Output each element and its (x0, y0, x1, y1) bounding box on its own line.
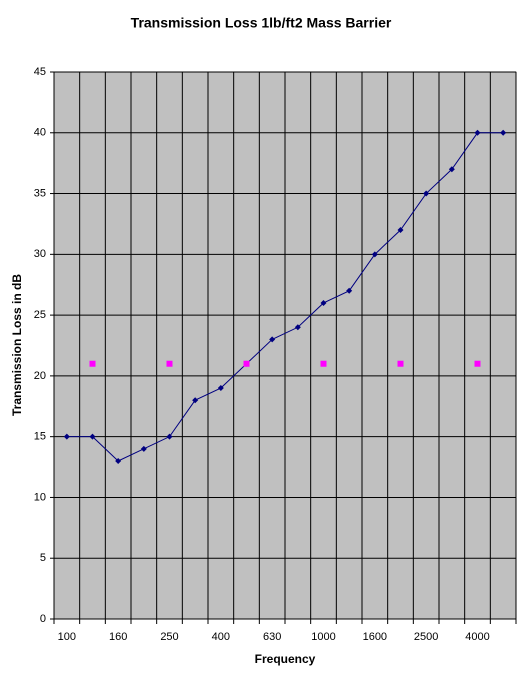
data-point (217, 385, 224, 392)
x-tick-label: 1000 (311, 631, 335, 643)
x-tick-label: 400 (212, 631, 230, 643)
data-point (89, 433, 96, 440)
x-tick-label: 630 (263, 631, 281, 643)
data-point (371, 251, 378, 258)
data-point (269, 336, 276, 343)
x-tick-label: 160 (109, 631, 127, 643)
y-tick-label: 20 (34, 370, 46, 382)
x-tick-label: 100 (58, 631, 76, 643)
chart-title: Transmission Loss 1lb/ft2 Mass Barrier (131, 15, 392, 31)
data-point (140, 445, 147, 452)
y-tick-label: 40 (34, 127, 46, 139)
x-tick-label: 1600 (363, 631, 387, 643)
x-tick-label: 250 (160, 631, 178, 643)
y-axis-title: Transmission Loss in dB (10, 274, 24, 416)
y-tick-label: 30 (34, 248, 46, 260)
y-tick-label: 25 (34, 309, 46, 321)
data-point (192, 397, 199, 404)
data-point (346, 287, 353, 294)
data-point (500, 129, 507, 136)
data-point (166, 433, 173, 440)
data-point (243, 360, 250, 367)
x-axis-title: Frequency (255, 652, 316, 666)
data-point (320, 360, 327, 367)
series-line (66, 132, 504, 462)
data-point (474, 129, 481, 136)
data-point (166, 360, 173, 367)
y-tick-label: 10 (34, 491, 46, 503)
y-tick-label: 45 (34, 66, 46, 78)
data-point (320, 299, 327, 306)
x-tick-label: 2500 (414, 631, 438, 643)
data-point (89, 360, 96, 367)
data-point (423, 190, 430, 197)
y-tick-label: 5 (40, 552, 46, 564)
y-tick-label: 15 (34, 431, 46, 443)
data-point (115, 457, 122, 464)
y-tick-label: 0 (40, 613, 46, 625)
data-point (474, 360, 481, 367)
data-point (397, 227, 404, 234)
data-point (63, 433, 70, 440)
x-tick-label: 4000 (465, 631, 489, 643)
data-point (448, 166, 455, 173)
data-point (294, 324, 301, 331)
data-point (397, 360, 404, 367)
y-tick-label: 35 (34, 187, 46, 199)
